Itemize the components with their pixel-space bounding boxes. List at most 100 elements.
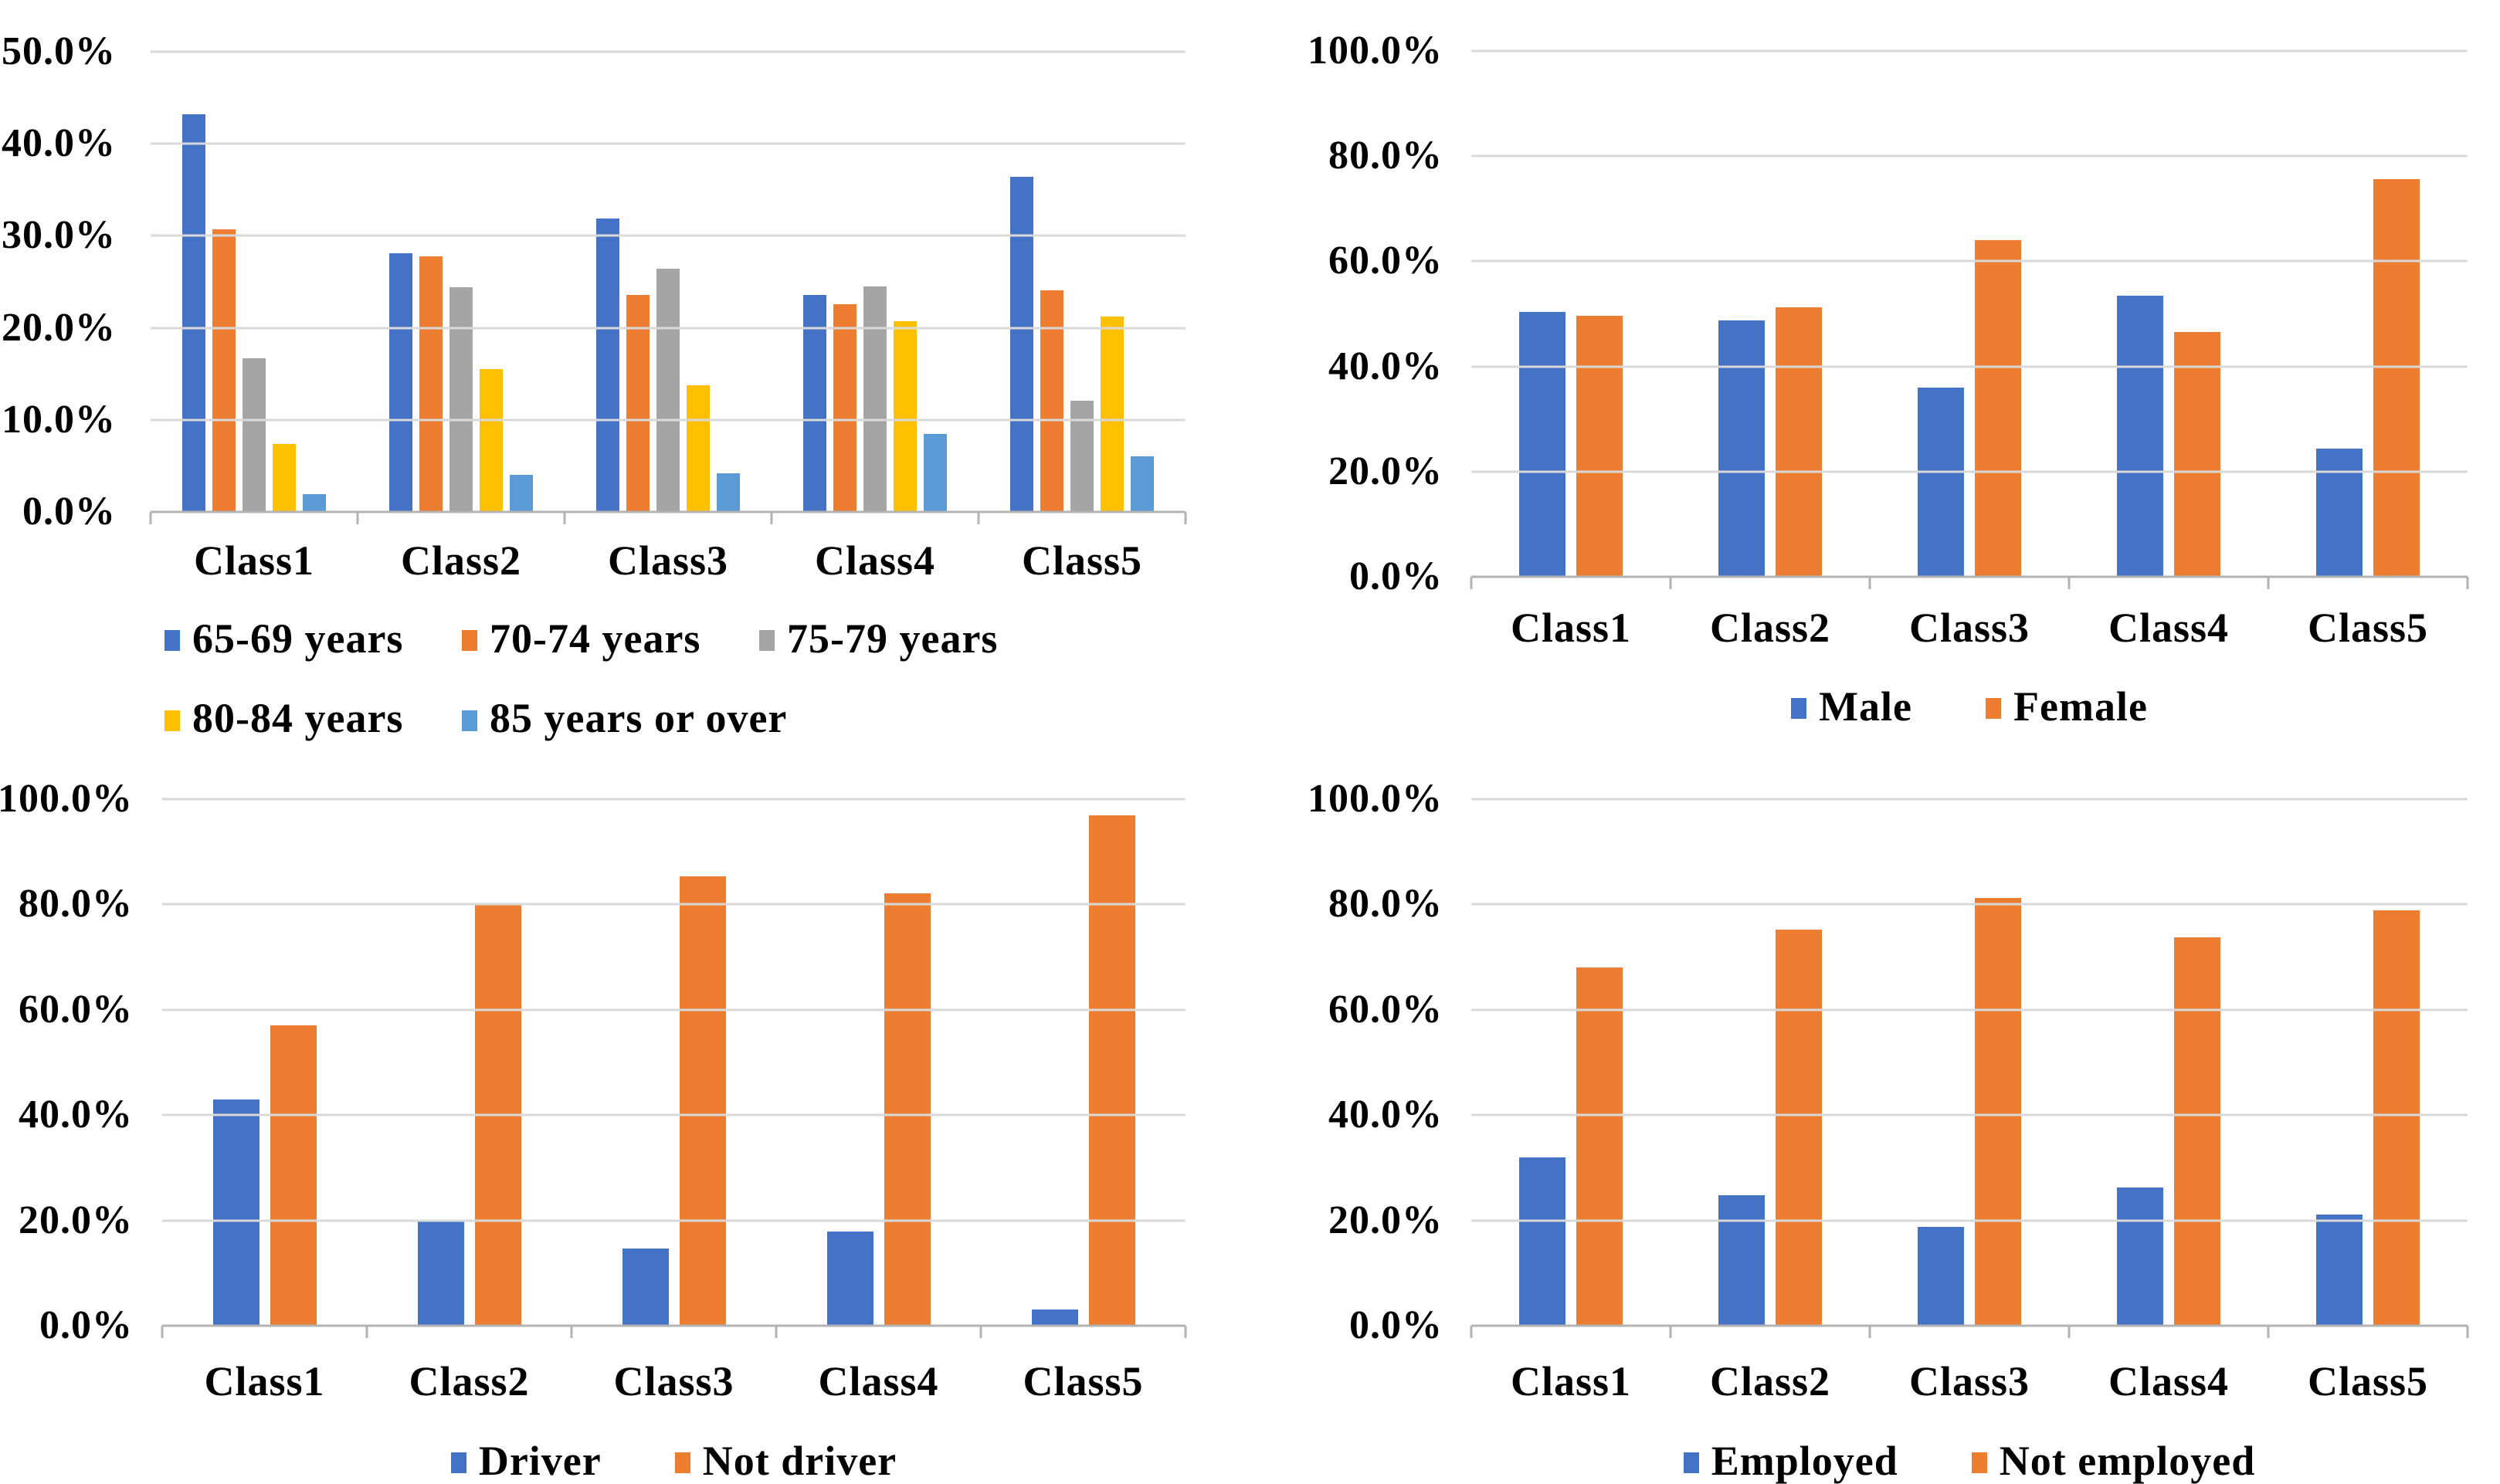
legend-marker-75-79-years — [759, 630, 775, 652]
bar-male-class5 — [2316, 448, 2363, 577]
bar-employed-class2 — [1718, 1194, 1765, 1326]
x-category-label: Class3 — [1908, 1358, 2030, 1404]
legend-label-70-74-years: 70-74 years — [490, 615, 701, 662]
axis-tick-mark — [570, 1326, 573, 1338]
y-tick-label: 0.0% — [1349, 554, 1443, 598]
y-tick-label: 100.0% — [0, 777, 133, 821]
gridline — [151, 142, 1186, 145]
legend-marker-female — [1986, 698, 2002, 720]
y-tick-label: 20.0% — [1328, 449, 1443, 493]
bar-65-69-years-class2 — [389, 253, 412, 512]
chart-age-group-by-class: 0.0% 10.0% 20.0% 30.0% 40.0% 50.0% Class1 Clas… — [0, 0, 1243, 741]
x-category-label: Class1 — [204, 1358, 325, 1404]
y-tick-label: 20.0% — [1328, 1198, 1443, 1242]
x-category-label: Class4 — [2108, 1358, 2230, 1404]
legend: 65-69 years 70-74 years 75-79 years 80-84 y… — [165, 615, 1207, 742]
x-category-label: Class5 — [2307, 605, 2429, 651]
x-category-label: Class2 — [409, 1358, 530, 1404]
bar-65-69-years-class4 — [803, 294, 826, 512]
gridline — [151, 234, 1186, 237]
legend-item-male: Male — [1791, 683, 1912, 730]
y-tick-label: 60.0% — [1328, 239, 1443, 283]
y-tick-label: 40.0% — [1328, 1093, 1443, 1137]
bar-85-years-or-over-class5 — [1131, 456, 1154, 512]
bar-cluster-class3 — [572, 799, 776, 1326]
gridline — [1471, 365, 2468, 368]
legend-item-not-employed: Not employed — [1971, 1438, 2255, 1484]
legend-item-not-driver: Not driver — [674, 1438, 897, 1484]
legend-item-driver: Driver — [450, 1438, 602, 1484]
y-tick-label: 100.0% — [1308, 29, 1443, 73]
bar-driver-class2 — [417, 1220, 464, 1326]
y-tick-label: 40.0% — [19, 1093, 133, 1137]
axis-tick-mark — [1669, 577, 1672, 589]
legend-marker-not-driver — [674, 1452, 690, 1474]
bar-cluster-class1 — [162, 799, 367, 1326]
bar-75-79-years-class2 — [449, 287, 473, 512]
x-category-label: Class5 — [1023, 1358, 1144, 1404]
bar-cluster-class2 — [358, 52, 565, 512]
bar-not-employed-class3 — [1975, 897, 2021, 1326]
bar-employed-class4 — [2117, 1187, 2163, 1326]
x-category-label: Class5 — [2307, 1358, 2429, 1404]
bar-not-employed-class4 — [2174, 937, 2220, 1326]
y-tick-label: 50.0% — [2, 29, 116, 73]
gridline — [1471, 798, 2468, 801]
bars-layer — [151, 52, 1186, 512]
bar-cluster-class1 — [151, 52, 358, 512]
axis-tick-mark — [979, 1326, 982, 1338]
legend-label-female: Female — [2013, 683, 2148, 730]
bar-cluster-class5 — [2268, 799, 2468, 1326]
axis-tick-mark — [977, 512, 980, 524]
legend: Driver Not driver — [162, 1438, 1186, 1484]
plot-area — [1470, 49, 2469, 589]
y-axis-labels: 0.0% 20.0% 40.0% 60.0% 80.0% 100.0% — [0, 779, 133, 1346]
bar-employed-class5 — [2316, 1215, 2363, 1326]
y-tick-label: 60.0% — [1328, 987, 1443, 1032]
x-category-label: Class4 — [818, 1358, 939, 1404]
x-category-label: Class4 — [2108, 605, 2230, 651]
bar-female-class5 — [2373, 179, 2420, 577]
bar-not-driver-class3 — [679, 876, 726, 1326]
bar-75-79-years-class1 — [243, 357, 266, 512]
x-axis-labels: Class1 Class2 Class3 Class4 Class5 — [1471, 605, 2468, 651]
bar-not-driver-class4 — [884, 893, 931, 1326]
bar-male-class1 — [1519, 312, 1565, 577]
bar-85-years-or-over-class3 — [717, 473, 740, 512]
legend-item-85-years-or-over: 85 years or over — [462, 695, 786, 741]
gridline — [1471, 259, 2468, 263]
legend: Employed Not employed — [1471, 1438, 2468, 1484]
x-category-label: Class2 — [400, 537, 522, 584]
bar-cluster-class1 — [1471, 51, 1671, 577]
x-category-label: Class4 — [814, 537, 936, 584]
bar-85-years-or-over-class1 — [303, 494, 326, 512]
bar-cluster-class3 — [565, 52, 772, 512]
x-axis-line — [1471, 1324, 2468, 1327]
bar-cluster-class2 — [1671, 51, 1870, 577]
bar-not-employed-class5 — [2373, 910, 2420, 1326]
bar-65-69-years-class1 — [182, 114, 205, 512]
legend-marker-80-84-years — [165, 710, 180, 731]
x-axis-labels: Class1 Class2 Class3 Class4 Class5 — [1471, 1358, 2468, 1404]
x-category-label: Class5 — [1021, 537, 1143, 584]
bar-cluster-class5 — [2268, 51, 2468, 577]
bar-85-years-or-over-class2 — [510, 475, 533, 512]
bar-not-driver-class5 — [1088, 815, 1135, 1326]
bar-80-84-years-class5 — [1101, 317, 1124, 512]
y-tick-label: 40.0% — [2, 121, 116, 166]
y-tick-label: 30.0% — [2, 213, 116, 258]
bar-cluster-class3 — [1870, 799, 2069, 1326]
axis-tick-mark — [1669, 1326, 1672, 1338]
gridline — [1471, 1008, 2468, 1011]
bar-80-84-years-class1 — [273, 443, 296, 512]
y-tick-label: 80.0% — [1328, 134, 1443, 178]
legend-marker-85-years-or-over — [462, 710, 477, 731]
bar-male-class2 — [1718, 320, 1765, 577]
x-category-label: Class2 — [1709, 1358, 1831, 1404]
bar-female-class4 — [2174, 331, 2220, 577]
bars-layer — [1471, 51, 2468, 577]
legend-label-driver: Driver — [478, 1438, 602, 1484]
bar-cluster-class5 — [979, 52, 1186, 512]
gridline — [162, 1008, 1186, 1011]
gridline — [162, 798, 1186, 801]
